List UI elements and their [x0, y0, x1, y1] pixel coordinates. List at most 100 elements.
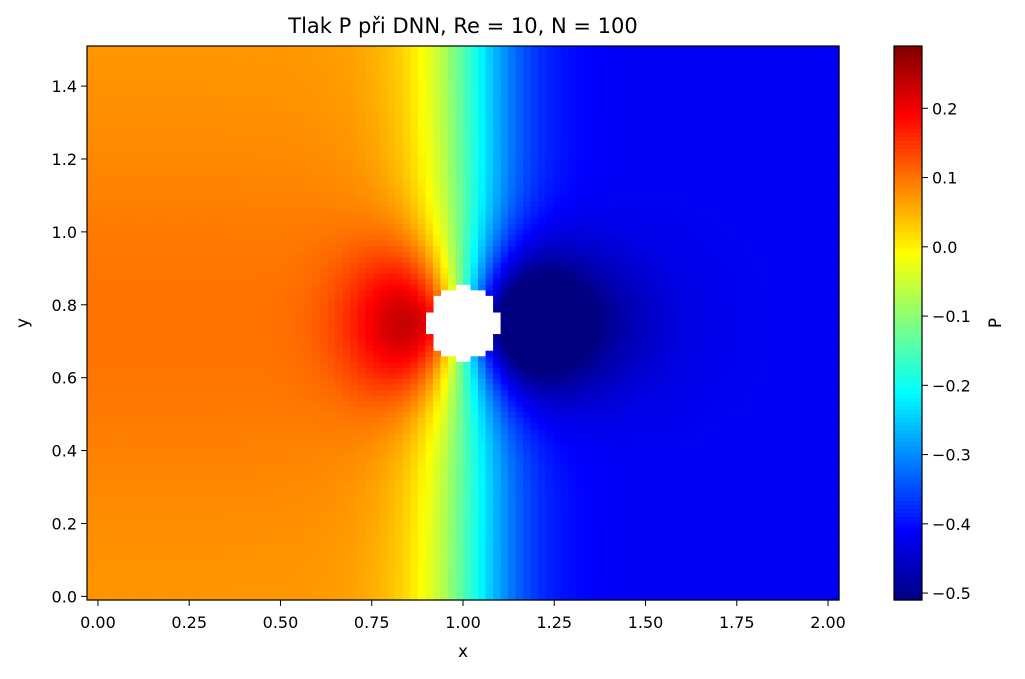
- heatmap-cell: [410, 539, 419, 546]
- heatmap-cell: [162, 406, 171, 413]
- heatmap-cell: [545, 478, 554, 485]
- heatmap-cell: [560, 334, 569, 341]
- heatmap-cell: [718, 566, 727, 573]
- heatmap-cell: [117, 594, 126, 601]
- heatmap-cell: [94, 444, 103, 452]
- heatmap-cell: [681, 367, 690, 374]
- heatmap-cell: [500, 505, 509, 512]
- heatmap-cell: [485, 455, 494, 463]
- heatmap-cell: [244, 561, 254, 568]
- heatmap-cell: [229, 555, 238, 562]
- heatmap-cell: [275, 323, 284, 330]
- heatmap-cell: [102, 588, 111, 596]
- heatmap-cell: [711, 522, 720, 529]
- heatmap-cell: [530, 516, 539, 524]
- heatmap-cell: [763, 367, 772, 374]
- heatmap-cell: [282, 467, 291, 474]
- heatmap-cell: [132, 527, 141, 535]
- heatmap-cell: [613, 566, 622, 573]
- heatmap-cell: [763, 334, 772, 341]
- heatmap-cell: [613, 389, 622, 396]
- heatmap-cell: [500, 511, 509, 518]
- heatmap-cell: [718, 594, 727, 601]
- heatmap-cell: [598, 550, 607, 557]
- heatmap-cell: [666, 339, 675, 346]
- heatmap-cell: [169, 339, 178, 346]
- heatmap-cell: [816, 494, 825, 501]
- heatmap-cell: [425, 372, 434, 379]
- heatmap-cell: [575, 450, 584, 457]
- heatmap-cell: [275, 372, 284, 379]
- heatmap-cell: [726, 433, 735, 440]
- heatmap-cell: [741, 350, 750, 357]
- heatmap-cell: [275, 378, 284, 385]
- heatmap-cell: [410, 572, 419, 579]
- heatmap-cell: [214, 383, 223, 391]
- heatmap-cell: [94, 356, 103, 363]
- heatmap-cell: [147, 594, 156, 601]
- heatmap-cell: [711, 428, 720, 435]
- heatmap-cell: [372, 472, 381, 479]
- heatmap-cell: [831, 411, 840, 418]
- heatmap-cell: [508, 334, 517, 341]
- heatmap-cell: [831, 505, 840, 512]
- heatmap-cell: [124, 356, 133, 363]
- heatmap-cell: [493, 367, 502, 374]
- heatmap-cell: [808, 522, 818, 529]
- heatmap-cell: [410, 417, 419, 424]
- heatmap-cell: [402, 383, 411, 391]
- heatmap-cell: [162, 583, 171, 590]
- heatmap-cell: [560, 461, 569, 468]
- heatmap-cell: [87, 361, 96, 368]
- heatmap-cell: [530, 395, 539, 402]
- heatmap-cell: [748, 417, 757, 424]
- heatmap-cell: [756, 372, 765, 379]
- heatmap-cell: [184, 467, 193, 474]
- heatmap-cell: [305, 544, 314, 551]
- heatmap-cell: [530, 345, 539, 352]
- heatmap-cell: [192, 550, 201, 557]
- heatmap-cell: [816, 594, 825, 601]
- heatmap-cell: [786, 461, 795, 468]
- heatmap-cell: [162, 345, 171, 352]
- heatmap-cell: [199, 472, 208, 479]
- heatmap-cell: [515, 328, 524, 335]
- heatmap-cell: [500, 428, 509, 435]
- heatmap-cell: [635, 539, 645, 546]
- heatmap-cell: [711, 372, 720, 379]
- heatmap-cell: [485, 478, 494, 485]
- heatmap-cell: [259, 334, 269, 341]
- heatmap-cell: [117, 472, 126, 479]
- heatmap-cell: [192, 356, 201, 363]
- heatmap-cell: [681, 378, 690, 385]
- heatmap-cell: [327, 566, 336, 573]
- heatmap-cell: [282, 328, 291, 335]
- heatmap-cell: [154, 400, 163, 407]
- heatmap-cell: [748, 356, 757, 363]
- heatmap-cell: [515, 461, 524, 468]
- heatmap-cell: [696, 345, 705, 352]
- heatmap-cell: [643, 472, 652, 479]
- heatmap-cell: [312, 544, 321, 551]
- heatmap-cell: [342, 383, 351, 391]
- heatmap-cell: [267, 350, 276, 357]
- heatmap-cell: [440, 428, 449, 435]
- heatmap-cell: [387, 494, 396, 501]
- heatmap-cell: [635, 511, 645, 518]
- heatmap-cell: [214, 566, 223, 573]
- heatmap-cell: [493, 511, 502, 518]
- heatmap-cell: [410, 383, 419, 391]
- heatmap-cell: [380, 566, 389, 573]
- heatmap-cell: [192, 378, 201, 385]
- heatmap-cell: [816, 572, 825, 579]
- heatmap-cell: [244, 555, 254, 562]
- heatmap-cell: [703, 516, 712, 524]
- heatmap-cell: [395, 483, 404, 490]
- heatmap-cell: [681, 527, 690, 535]
- heatmap-cell: [748, 588, 757, 596]
- heatmap-cell: [583, 339, 592, 346]
- heatmap-cell: [214, 555, 223, 562]
- heatmap-cell: [470, 433, 479, 440]
- heatmap-cell: [199, 378, 208, 385]
- heatmap-cell: [463, 472, 472, 479]
